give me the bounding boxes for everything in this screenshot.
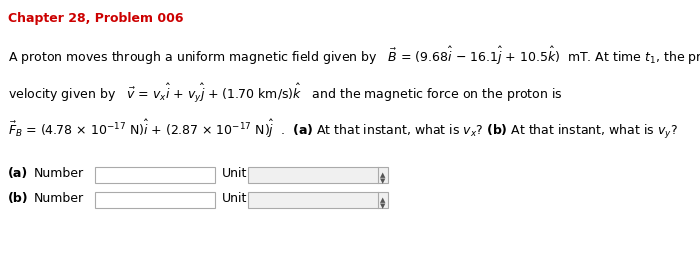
FancyBboxPatch shape (248, 192, 388, 208)
FancyBboxPatch shape (248, 167, 388, 183)
Text: $\vec{F}_B$ = (4.78 $\times$ 10$^{-17}$ N)$\hat{i}$ + (2.87 $\times$ 10$^{-17}$ : $\vec{F}_B$ = (4.78 $\times$ 10$^{-17}$ … (8, 118, 678, 141)
Text: (a): (a) (8, 167, 28, 180)
Text: Number: Number (34, 192, 84, 205)
Text: A proton moves through a uniform magnetic field given by   $\vec{B}$ = (9.68$\ha: A proton moves through a uniform magneti… (8, 45, 700, 67)
Text: ▲: ▲ (380, 197, 386, 203)
Text: ▲: ▲ (380, 172, 386, 178)
Text: Unit: Unit (222, 167, 247, 180)
Text: ▼: ▼ (380, 178, 386, 184)
FancyBboxPatch shape (95, 192, 215, 208)
Text: Unit: Unit (222, 192, 247, 205)
Text: (b): (b) (8, 192, 29, 205)
Text: Number: Number (34, 167, 84, 180)
FancyBboxPatch shape (95, 167, 215, 183)
Text: ▼: ▼ (380, 203, 386, 209)
Text: velocity given by   $\vec{v}$ = $v_x\hat{i}$ + $v_y\hat{j}$ + (1.70 km/s)$\hat{k: velocity given by $\vec{v}$ = $v_x\hat{i… (8, 82, 563, 105)
Text: Chapter 28, Problem 006: Chapter 28, Problem 006 (8, 12, 183, 25)
